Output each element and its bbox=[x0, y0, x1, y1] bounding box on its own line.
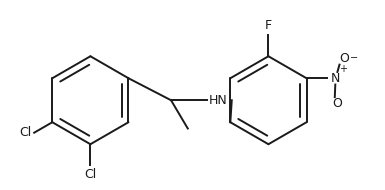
Text: Cl: Cl bbox=[19, 126, 31, 139]
Text: F: F bbox=[265, 19, 272, 32]
Text: HN: HN bbox=[209, 94, 228, 107]
Text: O: O bbox=[340, 52, 349, 65]
Text: −: − bbox=[350, 53, 358, 63]
Text: O: O bbox=[333, 97, 343, 110]
Text: Cl: Cl bbox=[84, 168, 97, 181]
Text: +: + bbox=[340, 64, 348, 74]
Text: N: N bbox=[331, 72, 340, 85]
